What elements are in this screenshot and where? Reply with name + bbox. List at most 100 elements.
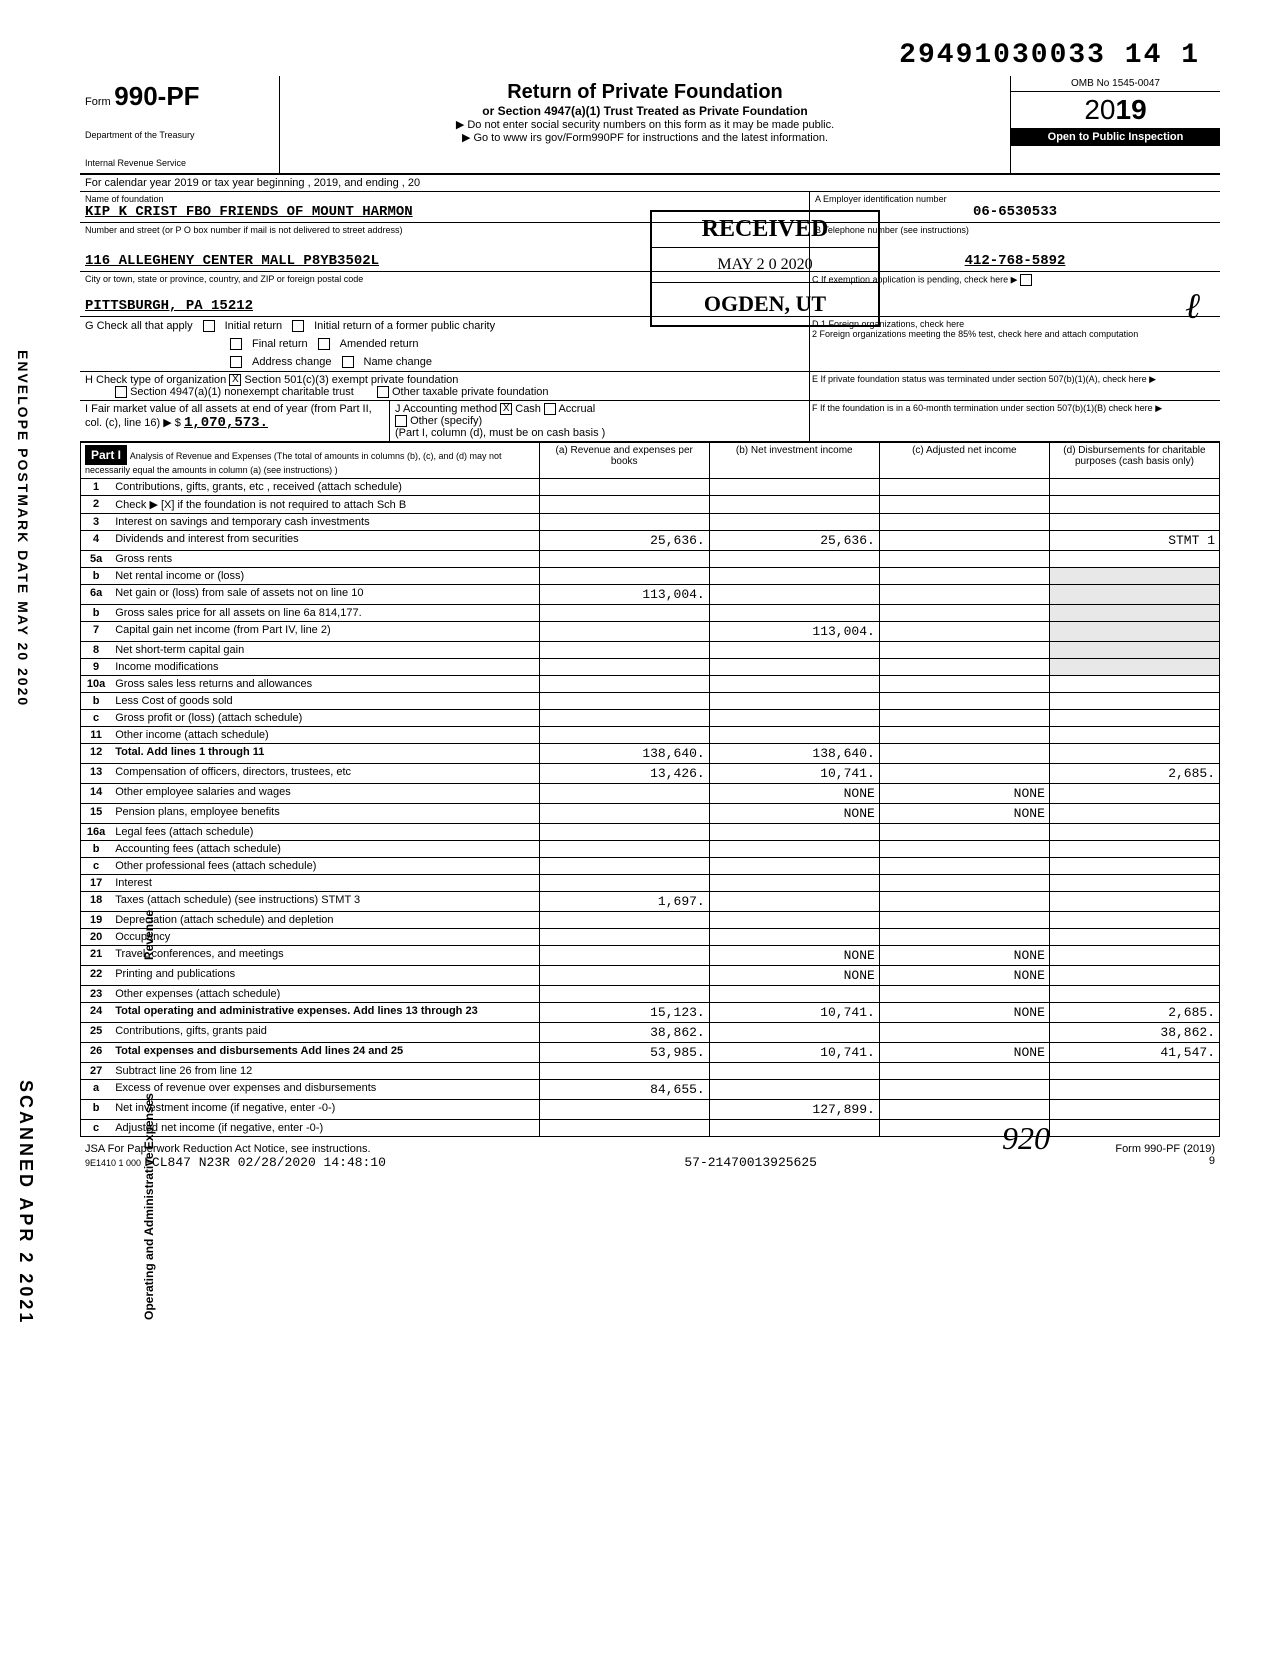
line-label: Interest — [111, 875, 539, 892]
initial-former-label: Initial return of a former public charit… — [314, 320, 495, 332]
h-4947-checkbox[interactable] — [115, 386, 127, 398]
line-num: 4 — [81, 531, 112, 551]
col-c-value — [879, 892, 1049, 912]
table-row: b Accounting fees (attach schedule) — [81, 841, 1220, 858]
paperwork-notice: JSA For Paperwork Reduction Act Notice, … — [85, 1143, 386, 1155]
line-label: Interest on savings and temporary cash i… — [111, 514, 539, 531]
col-b-value: 138,640. — [709, 744, 879, 764]
col-d-value — [1049, 824, 1219, 841]
col-d-value — [1049, 841, 1219, 858]
col-b-value — [709, 496, 879, 514]
col-c-value — [879, 676, 1049, 693]
addr-change-checkbox[interactable] — [230, 356, 242, 368]
col-b-value: 10,741. — [709, 764, 879, 784]
line-num: 17 — [81, 875, 112, 892]
line-num: b — [81, 841, 112, 858]
col-b-value — [709, 642, 879, 659]
form-page: 29491030033 14 1 Form 990-PF Department … — [80, 40, 1220, 1172]
col-d-value: 38,862. — [1049, 1023, 1219, 1043]
d2-label: 2 Foreign organizations meeting the 85% … — [812, 329, 1218, 339]
line-num: c — [81, 710, 112, 727]
name-change-checkbox[interactable] — [342, 356, 354, 368]
col-a-value — [539, 858, 709, 875]
col-b-value — [709, 676, 879, 693]
table-row: 22 Printing and publications NONE NONE — [81, 966, 1220, 986]
col-a-value — [539, 875, 709, 892]
part1-desc: Analysis of Revenue and Expenses (The to… — [85, 451, 501, 475]
line-num: 3 — [81, 514, 112, 531]
line-label: Check ▶ [X] if the foundation is not req… — [111, 496, 539, 514]
col-c-value — [879, 622, 1049, 642]
col-b-value: NONE — [709, 784, 879, 804]
line-label: Total. Add lines 1 through 11 — [111, 744, 539, 764]
col-c-value — [879, 929, 1049, 946]
line-label: Contributions, gifts, grants paid — [111, 1023, 539, 1043]
initials-scrawl: ℓ — [1185, 285, 1200, 327]
h-501c3-checkbox[interactable]: X — [229, 374, 241, 386]
exemption-checkbox[interactable] — [1020, 274, 1032, 286]
footer-code: 9E1410 1 000 — [85, 1158, 141, 1168]
amended-return-checkbox[interactable] — [318, 338, 330, 350]
col-d-value — [1049, 642, 1219, 659]
col-d-value — [1049, 912, 1219, 929]
received-stamp: RECEIVED MAY 2 0 2020 OGDEN, UT — [650, 210, 880, 327]
col-a-value: 15,123. — [539, 1003, 709, 1023]
col-d-value — [1049, 875, 1219, 892]
col-c-value — [879, 727, 1049, 744]
line-label: Dividends and interest from securities — [111, 531, 539, 551]
line-num: 18 — [81, 892, 112, 912]
line-label: Subtract line 26 from line 12 — [111, 1063, 539, 1080]
col-b-value: NONE — [709, 966, 879, 986]
j-cash-checkbox[interactable]: X — [500, 403, 512, 415]
line-num: 21 — [81, 946, 112, 966]
line-num: 16a — [81, 824, 112, 841]
col-c-value — [879, 841, 1049, 858]
line-label: Other income (attach schedule) — [111, 727, 539, 744]
col-d-value — [1049, 551, 1219, 568]
col-a-value — [539, 841, 709, 858]
table-row: 21 Travel, conferences, and meetings NON… — [81, 946, 1220, 966]
j-accrual-checkbox[interactable] — [544, 403, 556, 415]
scanned-stamp: SCANNED APR 2 2021 — [15, 1080, 36, 1325]
col-b-value — [709, 605, 879, 622]
col-a-value: 38,862. — [539, 1023, 709, 1043]
col-b-value — [709, 514, 879, 531]
table-row: 13 Compensation of officers, directors, … — [81, 764, 1220, 784]
table-row: b Net investment income (if negative, en… — [81, 1100, 1220, 1120]
line-label: Depreciation (attach schedule) and deple… — [111, 912, 539, 929]
line-label: Gross sales less returns and allowances — [111, 676, 539, 693]
col-c-value: NONE — [879, 784, 1049, 804]
form-header: Form 990-PF Department of the Treasury I… — [80, 76, 1220, 175]
col-c-value — [879, 693, 1049, 710]
table-row: a Excess of revenue over expenses and di… — [81, 1080, 1220, 1100]
j-other-checkbox[interactable] — [395, 415, 407, 427]
footer-right: Form 990-PF (2019) 9 — [1115, 1143, 1215, 1170]
col-d-value — [1049, 710, 1219, 727]
stamp-title: RECEIVED — [652, 212, 878, 248]
final-return-checkbox[interactable] — [230, 338, 242, 350]
col-a-value: 53,985. — [539, 1043, 709, 1063]
document-id: 29491030033 14 1 — [80, 40, 1200, 71]
col-c-value — [879, 1080, 1049, 1100]
table-row: 7 Capital gain net income (from Part IV,… — [81, 622, 1220, 642]
col-b-value: 25,636. — [709, 531, 879, 551]
line-label: Total expenses and disbursements Add lin… — [111, 1043, 539, 1063]
line-num: 9 — [81, 659, 112, 676]
table-row: 12 Total. Add lines 1 through 11 138,640… — [81, 744, 1220, 764]
col-a-value — [539, 784, 709, 804]
line-num: 5a — [81, 551, 112, 568]
line-label: Capital gain net income (from Part IV, l… — [111, 622, 539, 642]
line-num: 15 — [81, 804, 112, 824]
col-a-value — [539, 824, 709, 841]
h-other-checkbox[interactable] — [377, 386, 389, 398]
form-word: Form — [85, 96, 111, 108]
initial-return-checkbox[interactable] — [203, 320, 215, 332]
col-b-value — [709, 986, 879, 1003]
line-label: Travel, conferences, and meetings — [111, 946, 539, 966]
initial-former-checkbox[interactable] — [292, 320, 304, 332]
line-label: Contributions, gifts, grants, etc , rece… — [111, 479, 539, 496]
table-row: 4 Dividends and interest from securities… — [81, 531, 1220, 551]
col-a-value — [539, 946, 709, 966]
line-num: 8 — [81, 642, 112, 659]
col-d-value — [1049, 744, 1219, 764]
